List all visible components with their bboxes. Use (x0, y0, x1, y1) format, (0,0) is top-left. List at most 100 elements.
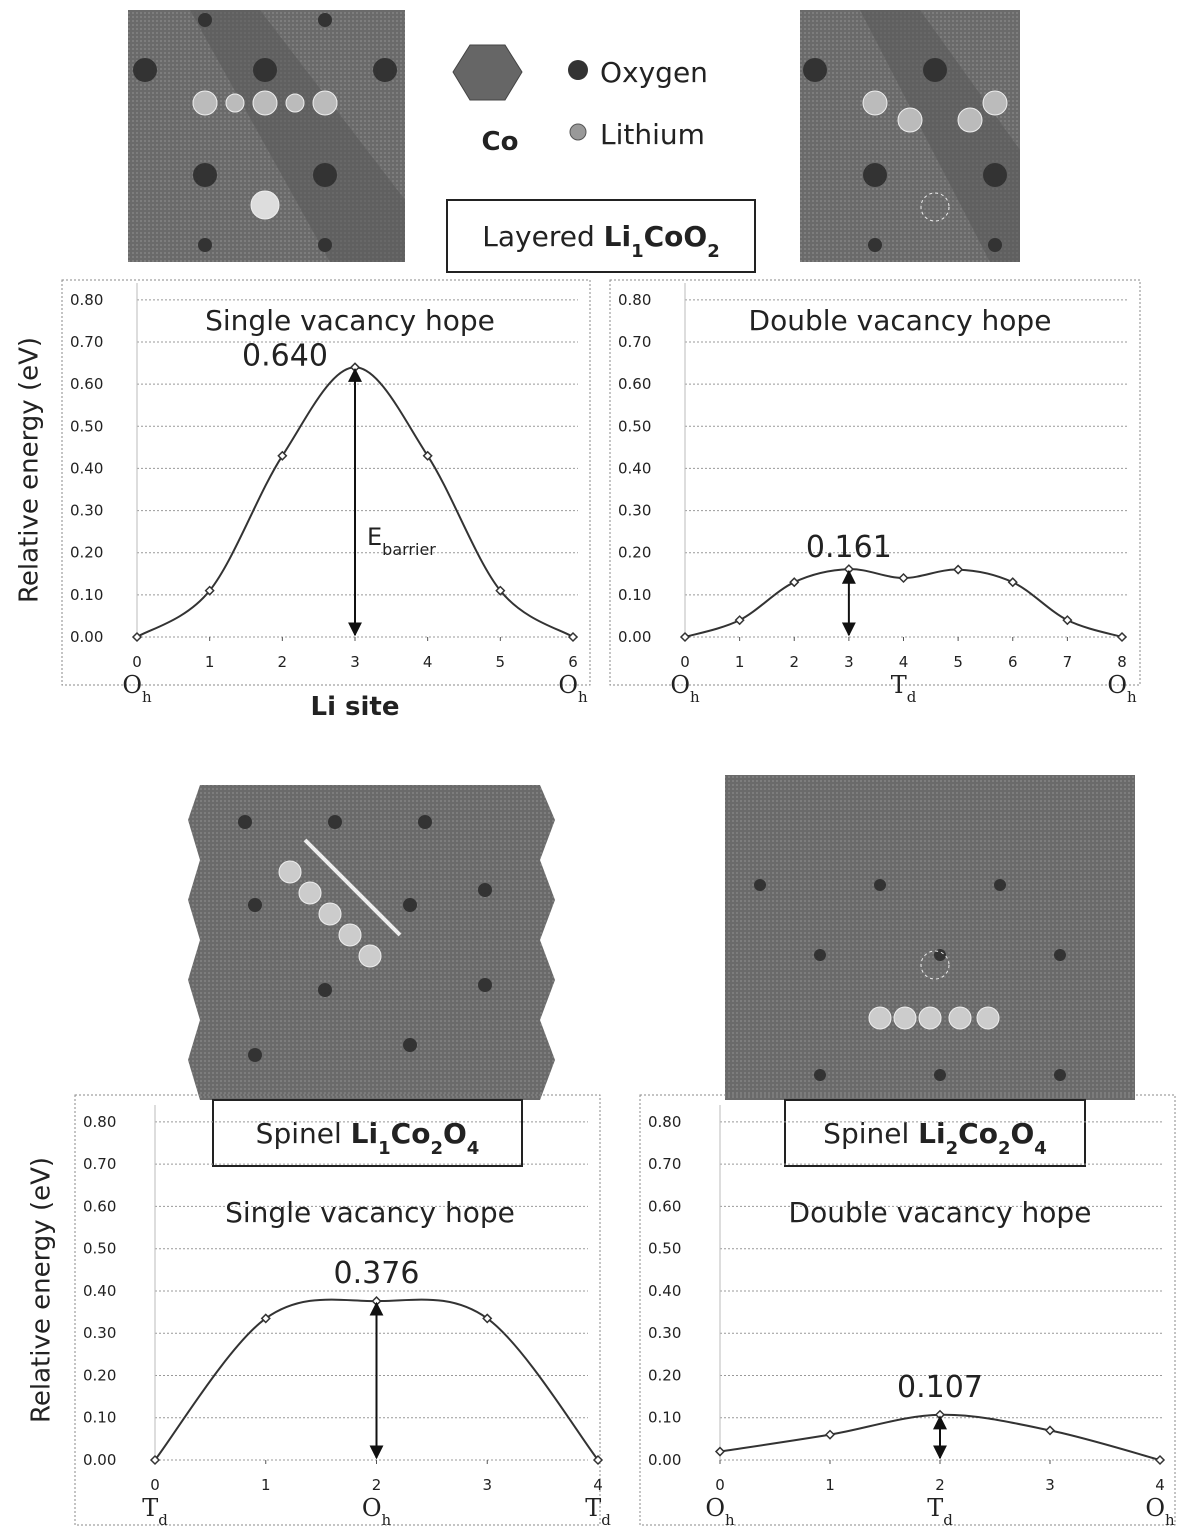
y-tick-label: 0.30 (648, 1324, 681, 1342)
label-part: O (443, 1117, 467, 1150)
y-tick-label: 0.00 (648, 1451, 681, 1469)
x-tick-label: 5 (953, 653, 963, 671)
structure-image (188, 785, 555, 1100)
x-tick-label: 1 (261, 1476, 271, 1494)
structure-image (128, 10, 405, 262)
structure-image (725, 775, 1135, 1100)
y-tick-label: 0.50 (70, 417, 103, 435)
y-tick-label: 0.60 (70, 375, 103, 393)
barrier-label-base: E (367, 523, 382, 551)
data-point (679, 631, 691, 643)
label-part: Li (604, 220, 631, 253)
label-part: 2 (998, 1138, 1011, 1159)
data-point (592, 1454, 604, 1466)
co-symbol (452, 44, 523, 101)
site-label-sub: h (142, 688, 152, 706)
data-point (277, 450, 288, 461)
label-part: Spinel (823, 1117, 918, 1150)
y-tick-label: 0.00 (618, 628, 651, 646)
x-tick-label: 6 (1008, 653, 1018, 671)
legend-lithium: Lithium (600, 118, 705, 151)
site-label: Td (142, 1494, 168, 1529)
y-tick-label: 0.20 (618, 544, 651, 562)
chart-title: Double vacancy hope (749, 304, 1052, 337)
y-tick-label: 0.00 (83, 1451, 116, 1469)
y-tick-label: 0.60 (618, 375, 651, 393)
y-axis-label: Relative energy (eV) (15, 337, 45, 603)
site-label-sub: d (943, 1511, 953, 1529)
lithium-symbol (569, 123, 587, 141)
site-label: Oh (1145, 1494, 1175, 1529)
barrier-label-sub: barrier (382, 540, 436, 559)
y-tick-label: 0.60 (83, 1197, 116, 1215)
barrier-label: Ebarrier (367, 523, 436, 559)
site-label-base: T (927, 1494, 943, 1522)
data-point (567, 631, 579, 643)
site-label-sub: d (601, 1511, 611, 1529)
data-point (1062, 615, 1073, 626)
site-label-base: O (362, 1494, 382, 1522)
x-tick-label: 4 (423, 653, 433, 671)
oxygen-symbol (568, 60, 588, 80)
label-part: CoO (644, 220, 708, 253)
x-tick-label: 4 (899, 653, 909, 671)
y-tick-label: 0.40 (83, 1282, 116, 1300)
peak-label: 0.161 (806, 530, 892, 565)
y-tick-label: 0.30 (618, 502, 651, 520)
data-point (149, 1454, 161, 1466)
site-label-base: T (891, 671, 907, 699)
site-label: Oh (1107, 671, 1137, 706)
label-part: 4 (467, 1138, 480, 1159)
x-tick-label: 3 (350, 653, 360, 671)
label-box (212, 1099, 523, 1167)
x-tick-label: 6 (568, 653, 578, 671)
x-tick-label: 0 (680, 653, 690, 671)
label-part: 1 (378, 1138, 391, 1159)
chart-frame (61, 279, 591, 686)
y-tick-label: 0.70 (648, 1155, 681, 1173)
y-tick-label: 0.10 (83, 1409, 116, 1427)
y-tick-label: 0.10 (618, 586, 651, 604)
x-tick-label: 0 (150, 1476, 160, 1494)
data-point (734, 615, 745, 626)
site-label-base: O (558, 671, 578, 699)
y-tick-label: 0.20 (83, 1366, 116, 1384)
data-point (1116, 631, 1128, 643)
structure-label: Layered Li1CoO2 (482, 220, 719, 262)
site-label-base: O (1145, 1494, 1165, 1522)
y-tick-label: 0.40 (618, 459, 651, 477)
chart-title: Single vacancy hope (225, 1196, 515, 1229)
label-part: Co (391, 1117, 431, 1150)
x-tick-label: 8 (1117, 653, 1127, 671)
site-label-base: O (670, 671, 690, 699)
y-axis-label: Relative energy (eV) (27, 1157, 57, 1423)
y-tick-label: 0.50 (648, 1240, 681, 1258)
site-label: Td (927, 1494, 953, 1529)
data-point (714, 1446, 726, 1457)
chart-frame (639, 1094, 1176, 1526)
legend-oxygen: Oxygen (600, 56, 708, 89)
y-tick-label: 0.20 (648, 1366, 681, 1384)
x-tick-label: 2 (278, 653, 288, 671)
x-tick-label: 2 (789, 653, 799, 671)
chart-title: Double vacancy hope (789, 1196, 1092, 1229)
data-point (789, 577, 800, 588)
peak-label: 0.640 (242, 338, 328, 373)
site-label-sub: d (907, 688, 917, 706)
x-tick-label: 1 (735, 653, 745, 671)
chart-frame (609, 279, 1141, 686)
data-point (422, 450, 433, 461)
site-label: Oh (705, 1494, 735, 1529)
x-tick-label: 3 (1045, 1476, 1055, 1494)
structure-label: Spinel Li1Co2O4 (256, 1117, 480, 1159)
x-tick-label: 0 (132, 653, 142, 671)
peak-label: 0.376 (334, 1256, 420, 1291)
y-tick-label: 0.50 (618, 417, 651, 435)
x-tick-label: 4 (1155, 1476, 1165, 1494)
data-point (260, 1313, 271, 1324)
x-tick-label: 3 (482, 1476, 492, 1494)
data-point (898, 572, 909, 584)
label-part: Spinel (256, 1117, 351, 1150)
x-axis-label: Li site (311, 692, 400, 722)
